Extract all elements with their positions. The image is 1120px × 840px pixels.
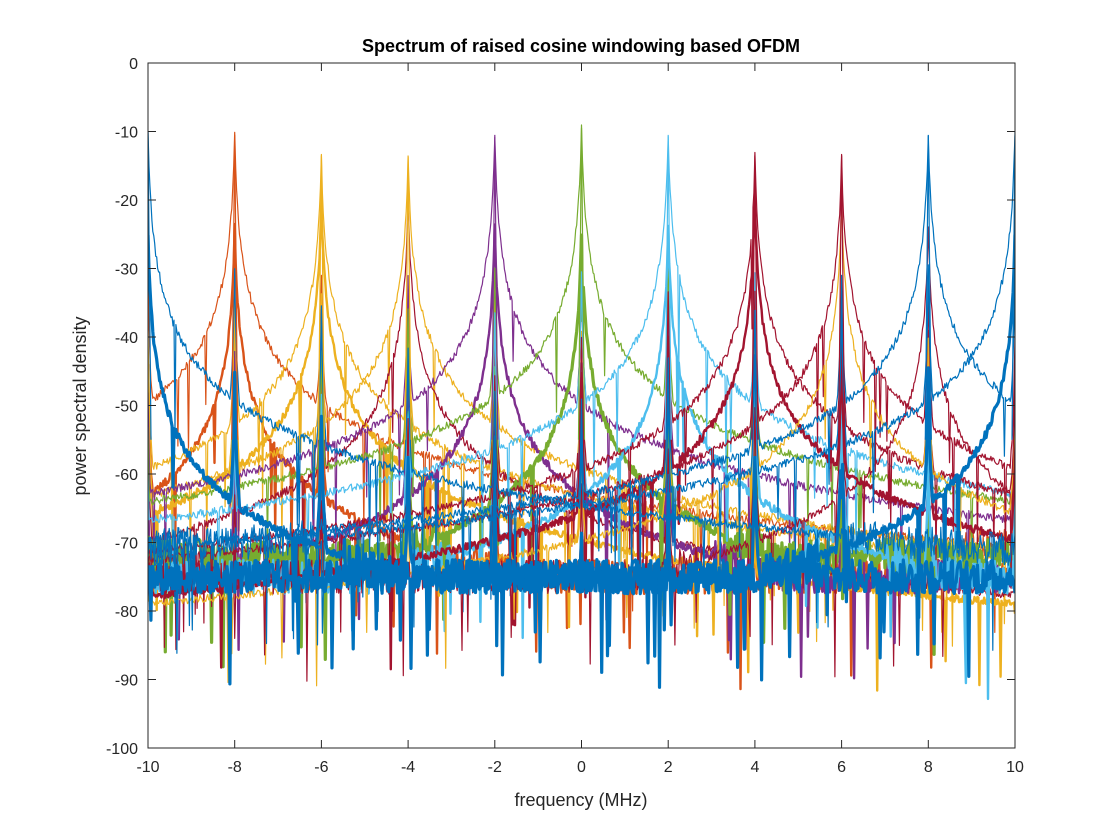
x-tick-label: 2 — [664, 759, 673, 776]
y-axis-label: power spectral density — [70, 316, 90, 495]
y-tick-label: -50 — [115, 399, 138, 416]
peak-mark — [491, 134, 499, 440]
y-tick-label: -10 — [115, 125, 138, 142]
spectrum-series-line — [148, 234, 1015, 686]
peak-mark — [404, 155, 412, 440]
y-tick-label: -90 — [115, 673, 138, 690]
y-tick-label: -100 — [106, 741, 138, 758]
y-tick-label: -70 — [115, 536, 138, 553]
y-tick-label: -60 — [115, 467, 138, 484]
peak-mark — [577, 128, 586, 440]
x-tick-label: -2 — [488, 759, 502, 776]
x-tick-label: 10 — [1006, 759, 1024, 776]
y-tick-label: 0 — [129, 56, 138, 73]
x-tick-label: -10 — [136, 759, 159, 776]
x-tick-label: -4 — [401, 759, 415, 776]
x-tick-label: -8 — [228, 759, 242, 776]
x-tick-label: 6 — [837, 759, 846, 776]
x-tick-label: 4 — [750, 759, 759, 776]
peak-mark — [838, 155, 846, 440]
x-axis-label: frequency (MHz) — [514, 790, 647, 810]
axes: -10 -8 -6 -4 -2 0 2 4 6 8 100-10-20-30-40-50-60-70… — [106, 56, 1024, 776]
y-tick-label: -40 — [115, 330, 138, 347]
y-tick-label: -20 — [115, 193, 138, 210]
peak-mark — [924, 134, 932, 440]
x-tick-label: 8 — [924, 759, 933, 776]
chart-title: Spectrum of raised cosine windowing base… — [362, 36, 800, 56]
y-tick-label: -30 — [115, 262, 138, 279]
x-tick-label: -6 — [314, 759, 328, 776]
spectrum-series-line — [148, 131, 1015, 651]
peak-mark — [317, 155, 325, 440]
peak-mark — [751, 155, 759, 440]
plot-area — [148, 124, 1015, 701]
x-tick-label: 0 — [577, 759, 586, 776]
peak-mark — [664, 134, 672, 440]
peak-mark — [231, 134, 239, 440]
spectrum-series-line — [148, 135, 1015, 645]
y-tick-label: -80 — [115, 604, 138, 621]
